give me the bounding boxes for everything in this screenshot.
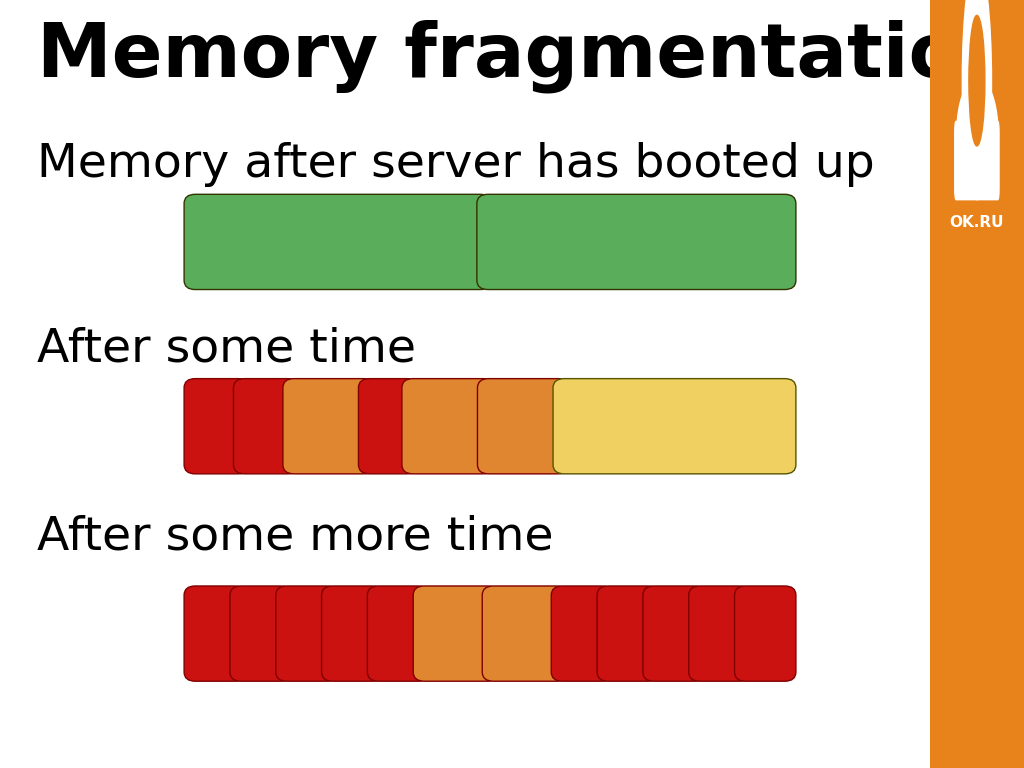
FancyBboxPatch shape xyxy=(358,379,418,474)
FancyBboxPatch shape xyxy=(477,194,796,290)
FancyBboxPatch shape xyxy=(553,379,796,474)
Circle shape xyxy=(963,0,991,200)
FancyBboxPatch shape xyxy=(954,121,999,200)
FancyBboxPatch shape xyxy=(477,379,569,474)
FancyBboxPatch shape xyxy=(322,586,384,681)
Text: After some more time: After some more time xyxy=(37,515,554,560)
FancyBboxPatch shape xyxy=(401,379,494,474)
FancyBboxPatch shape xyxy=(368,586,429,681)
FancyBboxPatch shape xyxy=(184,379,250,474)
Circle shape xyxy=(969,15,985,146)
Text: After some time: After some time xyxy=(37,326,416,372)
Text: Memory fragmentation: Memory fragmentation xyxy=(37,19,1014,93)
FancyBboxPatch shape xyxy=(551,586,613,681)
FancyBboxPatch shape xyxy=(482,586,567,681)
FancyBboxPatch shape xyxy=(275,586,338,681)
Text: Memory after server has booted up: Memory after server has booted up xyxy=(37,142,874,187)
FancyBboxPatch shape xyxy=(689,586,751,681)
FancyBboxPatch shape xyxy=(597,586,659,681)
FancyBboxPatch shape xyxy=(283,379,375,474)
FancyBboxPatch shape xyxy=(184,194,492,290)
FancyBboxPatch shape xyxy=(414,586,499,681)
FancyBboxPatch shape xyxy=(230,586,292,681)
FancyBboxPatch shape xyxy=(184,586,246,681)
FancyBboxPatch shape xyxy=(643,586,705,681)
FancyBboxPatch shape xyxy=(233,379,299,474)
Text: OK.RU: OK.RU xyxy=(949,215,1005,230)
FancyBboxPatch shape xyxy=(734,586,796,681)
